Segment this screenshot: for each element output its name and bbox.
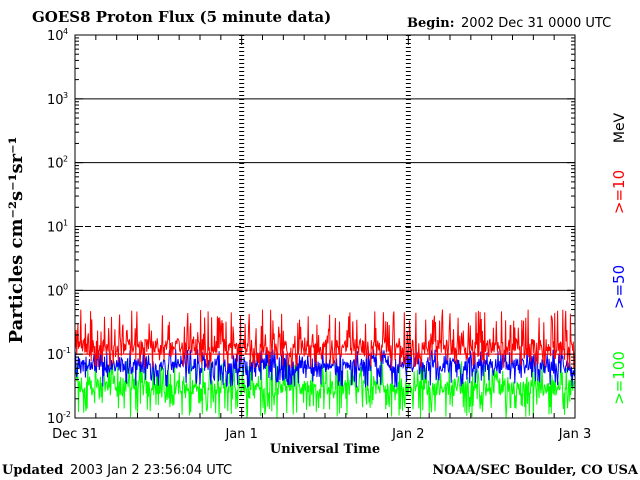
y-tick-base: 10	[47, 348, 64, 363]
y-tick-exponent: 3	[63, 91, 68, 100]
legend-item-100mev: >=100	[610, 351, 628, 405]
x-tick-label: Jan 2	[391, 427, 424, 442]
y-tick-label: 10 0	[47, 282, 68, 299]
axes	[74, 34, 576, 419]
y-tick-base: 10	[47, 93, 64, 108]
y-tick-base: 10	[47, 284, 64, 299]
chart-title: GOES8 Proton Flux (5 minute data)	[32, 8, 331, 26]
grid-lines	[75, 98, 575, 355]
y-tick-exponent: 0	[63, 282, 68, 291]
y-tick-label: 10 4	[47, 27, 68, 44]
y-tick-exponent: 4	[63, 27, 68, 36]
x-tick-labels: Dec 31 Jan 1 Jan 2 Jan 3	[52, 427, 591, 442]
updated-label: Updated	[2, 463, 63, 478]
y-tick-base: 10	[47, 29, 64, 44]
x-tick-label: Jan 1	[224, 427, 257, 442]
y-tick-exponent: -1	[63, 346, 71, 355]
y-tick-base: 10	[47, 412, 64, 427]
begin-value: 2002 Dec 31 0000 UTC	[461, 16, 611, 31]
y-tick-exponent: 2	[63, 155, 68, 164]
series-line-50mev	[74, 348, 576, 388]
series-line-100mev	[74, 360, 576, 418]
y-tick-label: 10 1	[47, 219, 68, 236]
y-tick-base: 10	[47, 221, 64, 236]
legend-item-10mev: >=10	[610, 170, 628, 214]
y-tick-exponent: 1	[63, 219, 68, 228]
series-line-10mev	[74, 309, 576, 369]
y-tick-label: 10 -2	[47, 410, 71, 427]
data-series	[74, 309, 576, 418]
y-tick-label: 10 3	[47, 91, 68, 108]
y-tick-label: 10 2	[47, 155, 68, 172]
legend-unit: MeV	[612, 112, 628, 143]
begin-label: Begin:	[407, 16, 455, 31]
y-axis-label: Particles cm⁻²s⁻¹sr⁻¹	[6, 137, 27, 344]
x-tick-label: Dec 31	[52, 427, 98, 442]
updated-value: 2003 Jan 2 23:56:04 UTC	[70, 463, 232, 478]
x-tick-label: Jan 3	[558, 427, 591, 442]
credit-text: NOAA/SEC Boulder, CO USA	[432, 463, 639, 478]
y-tick-label: 10 -1	[47, 346, 71, 363]
x-axis-label: Universal Time	[270, 442, 380, 457]
y-tick-exponent: -2	[63, 410, 71, 419]
y-tick-base: 10	[47, 157, 64, 172]
legend-item-50mev: >=50	[610, 265, 628, 309]
